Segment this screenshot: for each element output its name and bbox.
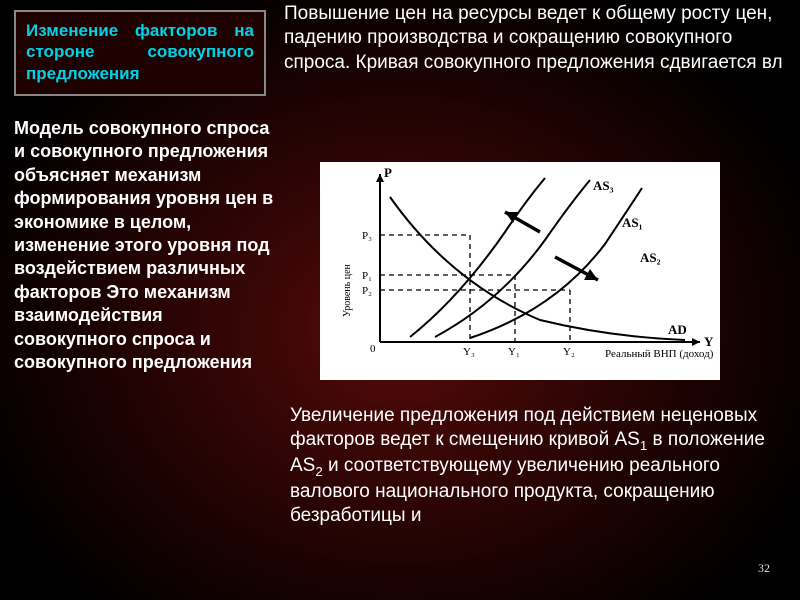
subscript-2: 2 [315,464,322,479]
nonprice-factors-text: Увеличение предложения под действием нец… [290,404,790,529]
factors-title: Изменение факторов на стороне совокупног… [14,10,266,96]
chart-p-axis-label: P [384,165,392,180]
chart-p2-label: P₂ [362,285,372,297]
chart-y-axis-label: Y [704,334,714,349]
chart-p1-label: P₁ [362,270,372,282]
chart-as3-label: AS₃ [593,178,614,193]
slide: Изменение факторов на стороне совокупног… [0,0,800,600]
chart-as2-label: AS₂ [640,250,661,265]
chart-y2-label: Y₂ [563,346,575,358]
chart-y-axis-title: Уровень цен [342,263,353,317]
chart-y1-label: Y₁ [508,346,520,358]
model-explanation-text: Модель совокупного спроса и совокупного … [14,117,274,374]
chart-as1-label: AS₁ [622,215,643,230]
page-number: 32 [758,561,770,576]
shift-arrow-left [505,212,540,232]
chart-origin-label: 0 [370,343,376,355]
chart-svg: P Y 0 Уровень цен P₃ P₁ P₂ Y₃ Y₁ Y₂ AS₃ … [320,162,720,380]
chart-ad-label: AD [668,322,687,337]
text-segment: и соответствующему увеличению реального … [290,455,720,526]
chart-y3-label: Y₃ [463,346,475,358]
price-increase-text: Повышение цен на ресурсы ведет к общему … [284,2,784,75]
as-ad-chart: P Y 0 Уровень цен P₃ P₁ P₂ Y₃ Y₁ Y₂ AS₃ … [320,162,720,380]
chart-x-caption: Реальный ВНП (доход) [605,348,714,360]
chart-p3-label: P₃ [362,230,372,242]
